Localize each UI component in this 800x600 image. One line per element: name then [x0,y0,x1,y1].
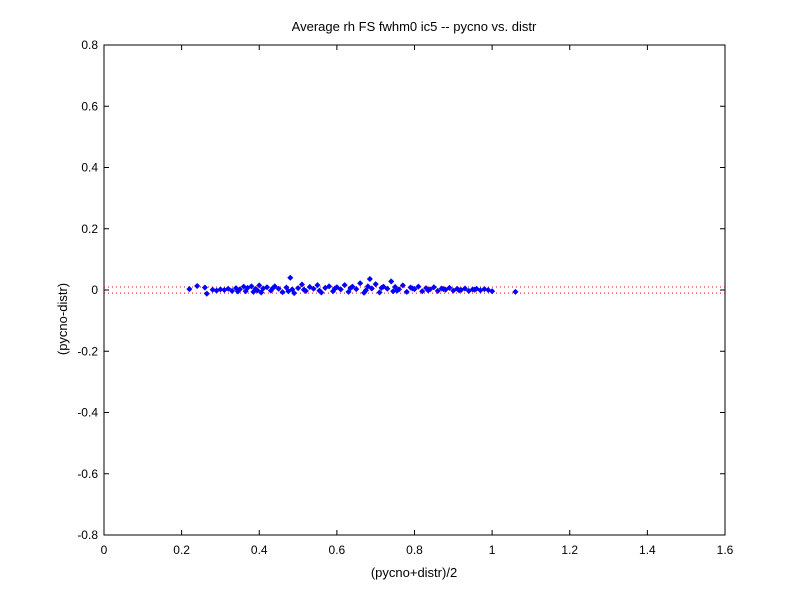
scatter-point [229,287,236,294]
scatter-point [316,287,323,294]
scatter-point [399,282,406,289]
scatter-point [300,286,307,293]
scatter-point [394,287,401,294]
scatter-point [372,281,379,288]
scatter-point [337,286,344,293]
y-tick-label: -0.4 [77,406,98,420]
x-tick-label: 0.4 [251,543,268,557]
x-tick-label: 0.8 [406,543,423,557]
scatter-point [425,287,432,294]
scatter-point [364,283,371,290]
scatter-point [419,288,426,295]
scatter-point [254,287,261,294]
scatter-point [186,286,193,293]
scatter-point [201,284,208,291]
y-tick-label: -0.6 [77,467,98,481]
scatter-point [203,290,210,297]
y-tick-labels: -0.8 -0.6 -0.4 -0.2 0 0.2 0.4 0.6 0.8 [77,38,98,542]
scatter-point [384,285,391,292]
scatter-point [353,286,360,293]
scatter-point [347,285,354,292]
scatter-point [298,281,305,288]
scatter-point [461,285,468,292]
scatter-point [269,285,276,292]
scatter-point [248,283,255,290]
scatter-point [194,282,201,290]
x-tick-labels: 0 0.2 0.4 0.6 0.8 1 1.2 1.4 1.6 [101,543,734,557]
chart-title: Average rh FS fwhm0 ic5 -- pycno vs. dis… [292,19,537,34]
scatter-point [415,283,422,290]
y-tick-label: 0.8 [81,38,98,52]
y-tick-label: -0.2 [77,344,98,358]
scatter-point [403,288,410,295]
scatter-point [258,289,265,296]
y-tick-label: 0.2 [81,222,98,236]
y-tick-label: 0.6 [81,99,98,113]
scatter-point [368,285,375,292]
x-tick-label: 1 [489,543,496,557]
scatter-point [310,285,317,292]
scatter-point [331,285,338,292]
scatter-point [256,282,263,289]
scatter-point [362,287,370,294]
x-tick-label: 1.6 [717,543,734,557]
scatter-point [263,284,271,291]
scatter-point [456,287,463,294]
x-tick-label: 1.2 [561,543,578,557]
scatter-point [366,275,373,282]
x-tick-label: 1.4 [639,543,656,557]
scatter-point [481,286,488,293]
scatter-point [378,284,385,291]
scatter-point [376,289,383,296]
scatter-points [186,274,519,297]
scatter-point [209,286,216,293]
x-tick-label: 0.2 [173,543,190,557]
scatter-point [285,288,292,295]
scatter-point [440,286,447,293]
scatter-point [279,289,286,296]
scatter-point [430,284,437,291]
scatter-point [471,286,478,293]
scatter-point [409,285,416,292]
scatter-point [326,283,333,290]
scatter-point [295,285,302,292]
scatter-point [434,287,441,294]
scatter-point [225,285,232,292]
scatter-point [450,287,457,294]
axis-ticks [103,44,726,536]
scatter-point [240,283,247,290]
scatter-point [275,285,282,292]
scatter-point [234,288,241,295]
scatter-point [341,282,348,289]
y-tick-label: 0.4 [81,161,98,175]
x-tick-label: 0 [101,543,108,557]
scatter-point [217,286,224,293]
scatter-point [388,278,395,285]
scatter-point [512,288,519,295]
scatter-point [291,290,298,297]
x-axis-label: (pycno+distr)/2 [371,565,457,580]
scatter-point [446,284,453,291]
y-tick-label: -0.8 [77,528,98,542]
scatter-point [287,274,294,281]
scatter-point [314,282,321,289]
scatter-point [489,288,496,295]
scatter-point [357,280,364,287]
x-tick-label: 0.6 [329,543,346,557]
y-axis-label: (pycno-distr) [55,283,70,355]
scatter-point [306,283,313,290]
y-tick-label: 0 [91,283,98,297]
